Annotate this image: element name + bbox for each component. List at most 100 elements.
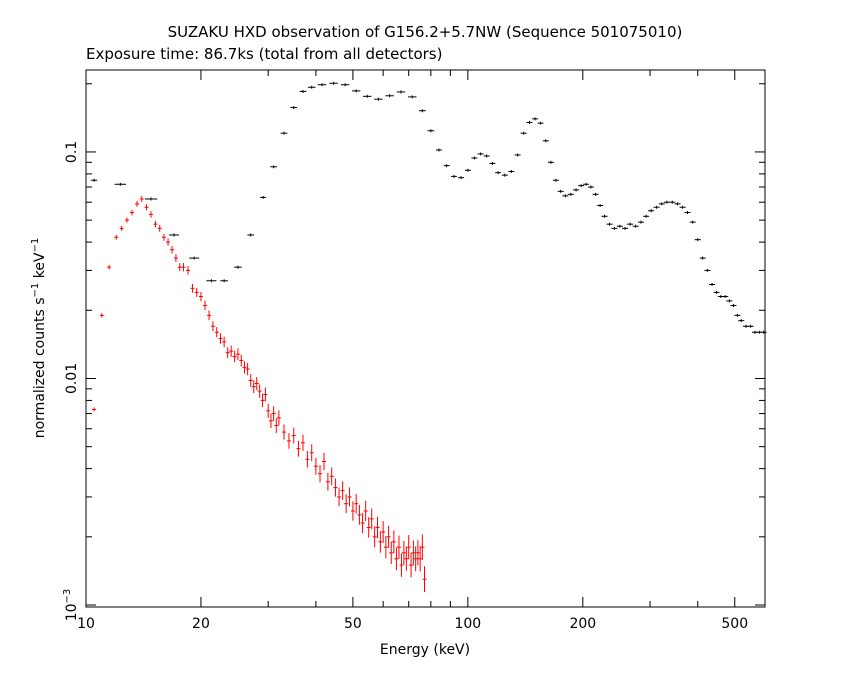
data-point [616, 224, 623, 228]
data-point [495, 171, 502, 175]
data-point [307, 85, 316, 89]
data-point [396, 90, 406, 94]
data-point [225, 347, 230, 359]
data-point [408, 95, 417, 99]
data-point [271, 406, 276, 421]
data-point [415, 540, 420, 566]
data-point [286, 433, 291, 449]
data-point [153, 220, 158, 228]
data-point [537, 121, 544, 125]
data-point [317, 465, 322, 483]
data-point [210, 321, 215, 332]
data-point [583, 182, 590, 186]
data-point [435, 148, 442, 152]
data-point [674, 202, 681, 206]
data-point [266, 403, 271, 418]
y-tick-label: 10−3 [62, 589, 80, 622]
data-point [699, 256, 706, 260]
data-point [514, 153, 521, 157]
data-point [508, 169, 515, 173]
data-point [689, 220, 696, 224]
data-point [242, 361, 247, 374]
data-point [713, 290, 720, 294]
y-tick-label: 0.01 [64, 363, 80, 394]
data-point [366, 517, 371, 538]
data-point [471, 156, 478, 160]
x-tick-label: 500 [721, 616, 748, 632]
data-point [299, 89, 307, 93]
data-point [606, 222, 613, 226]
data-point [627, 222, 634, 226]
data-point [260, 195, 267, 199]
data-point [166, 238, 171, 246]
data-point [290, 106, 298, 110]
data-point [92, 407, 97, 412]
data-point [632, 224, 639, 228]
data-point [477, 152, 484, 156]
data-point [587, 185, 594, 189]
data-point [99, 313, 104, 318]
data-point [730, 303, 737, 307]
data-point [190, 283, 195, 293]
data-point [637, 220, 644, 224]
data-point [363, 500, 368, 522]
data-point [317, 83, 327, 87]
data-point [396, 535, 401, 559]
data-point [189, 256, 200, 260]
data-point [611, 226, 618, 230]
data-point [218, 333, 223, 344]
data-point [350, 501, 355, 521]
data-point [747, 324, 754, 328]
x-tick-label: 50 [344, 616, 362, 632]
data-point [149, 211, 154, 218]
data-point [247, 233, 255, 237]
data-point [360, 513, 365, 534]
data-point [369, 508, 374, 530]
data-point [420, 534, 425, 560]
data-point [177, 263, 182, 272]
data-point [422, 566, 427, 593]
data-point [248, 374, 253, 387]
data-point [263, 387, 268, 402]
data-point [381, 521, 386, 543]
data-point [694, 238, 701, 242]
data-point [489, 161, 496, 165]
data-point [643, 214, 650, 218]
data-point [658, 202, 665, 206]
data-point [443, 164, 450, 168]
data-point [679, 205, 686, 209]
data-point [300, 434, 305, 451]
data-point [684, 211, 691, 215]
data-point [653, 205, 660, 209]
data-point [411, 540, 416, 566]
data-point [305, 451, 310, 468]
data-point [161, 233, 166, 241]
data-point [726, 299, 733, 303]
data-point [173, 254, 178, 262]
data-point [401, 540, 406, 565]
data-point [107, 264, 112, 270]
x-tick-label: 20 [192, 616, 210, 632]
data-point [451, 174, 458, 178]
data-point [738, 319, 745, 323]
data-point [709, 282, 716, 286]
data-point [90, 178, 98, 182]
data-point [321, 452, 326, 471]
data-point [274, 418, 279, 433]
data-point [296, 440, 301, 457]
y-tick-label: 0.1 [64, 141, 80, 163]
data-point [325, 472, 330, 491]
data-point [198, 291, 203, 302]
data-point [340, 481, 345, 500]
data-point [532, 117, 539, 121]
data-point [413, 546, 418, 572]
data-point [552, 178, 559, 182]
data-point [254, 376, 259, 391]
data-point [357, 504, 362, 525]
data-point [378, 531, 383, 553]
data-point [337, 487, 342, 507]
data-point [144, 204, 149, 211]
data-point [114, 234, 119, 240]
data-point [235, 348, 240, 361]
